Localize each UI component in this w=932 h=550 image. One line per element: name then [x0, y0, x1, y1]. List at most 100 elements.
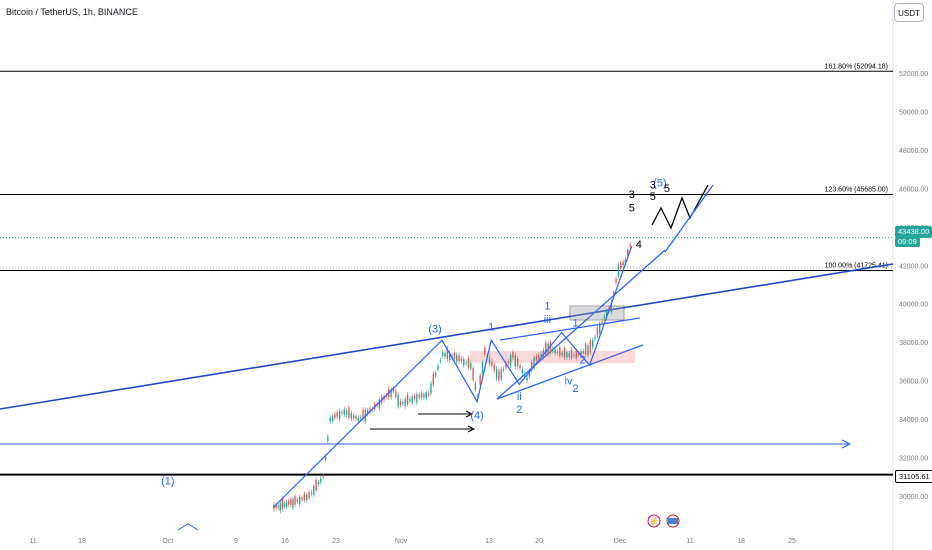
candle [352, 415, 355, 419]
candle [624, 259, 627, 264]
candle [580, 351, 582, 357]
flag-icon [668, 518, 678, 524]
candle [343, 409, 345, 415]
candle [606, 311, 608, 317]
candle [355, 415, 357, 419]
candle [563, 348, 566, 358]
wave-label: 5 [629, 202, 635, 214]
wave-label: 1 [572, 318, 578, 330]
candle [420, 392, 423, 398]
candle [554, 349, 556, 354]
wave-label: iii [544, 314, 551, 326]
wave-label: 2 [516, 404, 522, 416]
candle [281, 498, 284, 510]
candle [362, 409, 364, 420]
candle [275, 504, 277, 509]
candle [556, 351, 559, 353]
candle [620, 262, 622, 269]
candle [432, 373, 434, 385]
y-tick-label: 48000.00 [899, 148, 928, 155]
candle [449, 352, 451, 361]
candle [549, 341, 552, 353]
candle [474, 383, 477, 390]
candle [491, 361, 493, 366]
candle [399, 401, 402, 406]
candle [427, 393, 430, 395]
candle [481, 362, 484, 374]
candle [303, 493, 306, 501]
x-tick-label: 25 [788, 538, 796, 545]
candle [308, 491, 310, 499]
candle [493, 365, 495, 371]
candle [542, 349, 545, 357]
candle [566, 352, 568, 358]
x-tick-label: 13 [485, 538, 493, 545]
wave-label: (3) [428, 324, 441, 336]
channel-lower-line [496, 344, 644, 400]
candle [514, 354, 517, 367]
candle [334, 413, 336, 418]
y-tick-label: 42000.00 [899, 263, 928, 270]
candle [423, 393, 425, 398]
candle [357, 417, 360, 422]
wave-label: 5 [664, 183, 670, 195]
wave-label: (1) [161, 475, 174, 487]
x-tick-label: 18 [78, 538, 86, 545]
wave-label: 1 [544, 300, 550, 312]
candle [359, 417, 362, 419]
event-icon-glyph: ⚡ [649, 516, 659, 526]
candle [509, 355, 512, 366]
candle [279, 502, 281, 511]
elliott-wave-path [272, 245, 633, 508]
y-tick-label: 34000.00 [899, 417, 928, 424]
candle [306, 494, 308, 501]
candle [523, 373, 526, 377]
candle [528, 370, 531, 377]
candle [369, 408, 371, 413]
y-tick-label: 38000.00 [899, 340, 928, 347]
currency-button[interactable]: USDT [894, 3, 924, 22]
candle [613, 292, 615, 294]
candle [568, 352, 570, 358]
candle [561, 352, 563, 356]
x-tick-label: 23 [332, 538, 340, 545]
candle [315, 479, 317, 491]
candle [292, 499, 294, 508]
projected-trendline [664, 184, 714, 253]
wave-label: 2 [572, 383, 578, 395]
candle [582, 350, 584, 354]
candle [441, 352, 444, 356]
candle [313, 486, 315, 496]
candle [589, 340, 591, 353]
candle [460, 358, 463, 362]
x-tick-label: Dec [614, 538, 627, 545]
candle [622, 261, 624, 266]
candle [294, 496, 296, 505]
candle [336, 412, 338, 417]
demand-zone [470, 351, 635, 363]
x-tick-label: Oct [162, 538, 173, 545]
x-tick-label: 18 [737, 538, 745, 545]
candle [348, 407, 350, 418]
y-tick-label: 52000.00 [899, 71, 928, 78]
candle [484, 347, 486, 355]
candle [404, 398, 406, 407]
candle [366, 410, 369, 414]
candle [470, 363, 472, 369]
x-tick-label: 11 [686, 538, 693, 545]
channel-mid-line [499, 317, 641, 341]
candle [587, 345, 589, 356]
candle [552, 348, 554, 352]
candle [310, 492, 313, 494]
candle [559, 347, 561, 356]
wave-label: 5 [650, 191, 656, 203]
candle [322, 476, 324, 478]
wave-label: 1 [488, 322, 494, 334]
wave-label: 4 [636, 239, 642, 251]
horizontal-ray-arrowhead [841, 439, 852, 449]
wave-label: 3 [629, 189, 635, 201]
candle [416, 393, 418, 403]
wave-label: 2 [580, 354, 586, 366]
candle [573, 354, 575, 357]
